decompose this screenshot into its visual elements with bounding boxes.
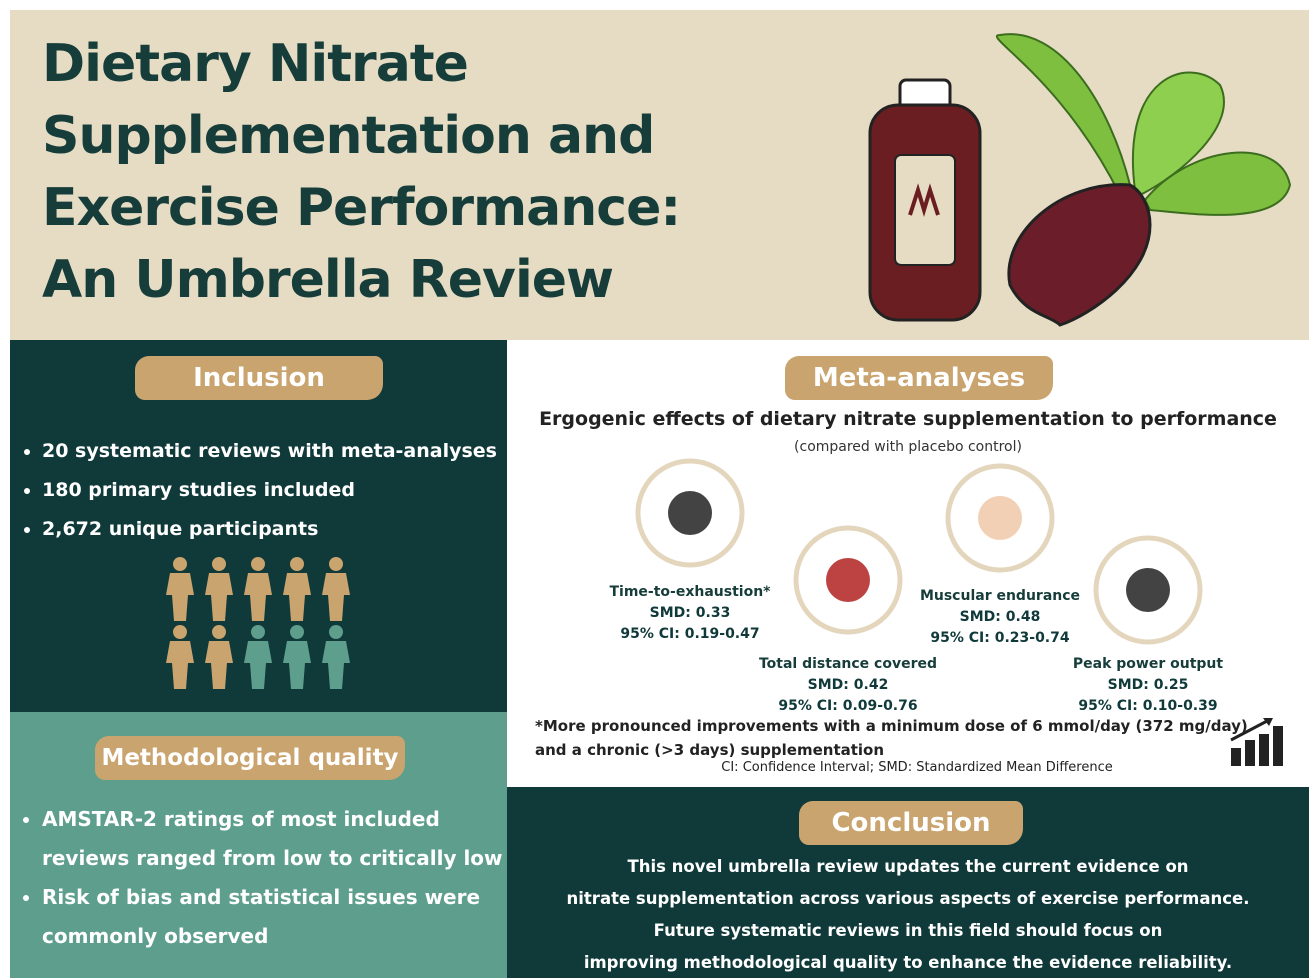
outcome-smd: SMD: 0.33 [580,603,800,624]
illustration [860,15,1300,335]
title-line: An Umbrella Review [42,244,680,316]
person-head [290,625,304,639]
quality-list: AMSTAR-2 ratings of most included review… [22,800,512,956]
inclusion-list: 20 systematic reviews with meta-analyses… [22,432,497,549]
person-head [251,625,265,639]
person-head [173,625,187,639]
conclusion-line: improving methodological quality to enha… [507,947,1309,979]
outcome-label: Time-to-exhaustion* [580,582,800,603]
conclusion-line: Future systematic reviews in this field … [507,915,1309,947]
inclusion-item: 20 systematic reviews with meta-analyses [42,432,497,471]
growth-icon [1229,716,1285,768]
abbreviations: CI: Confidence Interval; SMD: Standardiz… [507,760,1309,775]
conclusion-line: nitrate supplementation across various a… [507,883,1309,915]
outcome-icon-dot [826,558,870,602]
participants-icon [160,555,360,695]
outcome-icon-dot [1126,568,1170,612]
person-body [322,573,350,621]
section-heading: Inclusion [135,356,383,400]
person-body [166,573,194,621]
person-body [283,573,311,621]
footnote-line: and a chronic (>3 days) supplementation [535,738,1248,762]
title-line: Dietary Nitrate [42,28,680,100]
person-body [166,641,194,689]
meta-panel: Meta-analyses Ergogenic effects of dieta… [507,340,1309,787]
footnote-line: *More pronounced improvements with a min… [535,714,1248,738]
person-head [329,557,343,571]
person-head [329,625,343,639]
quality-item: Risk of bias and statistical issues were… [42,878,512,956]
quality-panel: Methodological quality AMSTAR-2 ratings … [10,712,507,978]
section-heading: Methodological quality [95,736,405,780]
person-body [244,641,272,689]
person-head [212,625,226,639]
outcome-icon-dot [978,496,1022,540]
person-body [205,641,233,689]
outcome-label: Muscular endurance [890,586,1110,607]
title-line: Supplementation and [42,100,680,172]
person-head [212,557,226,571]
outcome-smd: SMD: 0.25 [1038,675,1258,696]
outcome-smd: SMD: 0.48 [890,607,1110,628]
inclusion-item: 2,672 unique participants [42,510,497,549]
person-head [251,557,265,571]
inclusion-panel: Inclusion 20 systematic reviews with met… [10,340,507,712]
page: {"header": {"title_lines": ["Dietary Nit… [0,0,1309,978]
outcome-ci: 95% CI: 0.19-0.47 [580,624,800,645]
inclusion-item: 180 primary studies included [42,471,497,510]
footnote: *More pronounced improvements with a min… [535,714,1248,762]
person-body [205,573,233,621]
outcome-smd: SMD: 0.42 [738,675,958,696]
person-head [173,557,187,571]
quality-item: AMSTAR-2 ratings of most included review… [42,800,512,878]
person-body [283,641,311,689]
title-line: Exercise Performance: [42,172,680,244]
outcome-label: Total distance covered [738,654,958,675]
title: Dietary Nitrate Supplementation and Exer… [42,28,680,316]
conclusion-line: This novel umbrella review updates the c… [507,851,1309,883]
outcome-label: Peak power output [1038,654,1258,675]
section-heading: Conclusion [799,801,1023,845]
person-head [290,557,304,571]
outcome-icon-dot [668,491,712,535]
outcome-ci: 95% CI: 0.23-0.74 [890,628,1110,649]
conclusion-text: This novel umbrella review updates the c… [507,851,1309,979]
person-body [322,641,350,689]
header: Dietary Nitrate Supplementation and Exer… [10,10,1309,340]
person-body [244,573,272,621]
conclusion-panel: Conclusion This novel umbrella review up… [507,787,1309,978]
